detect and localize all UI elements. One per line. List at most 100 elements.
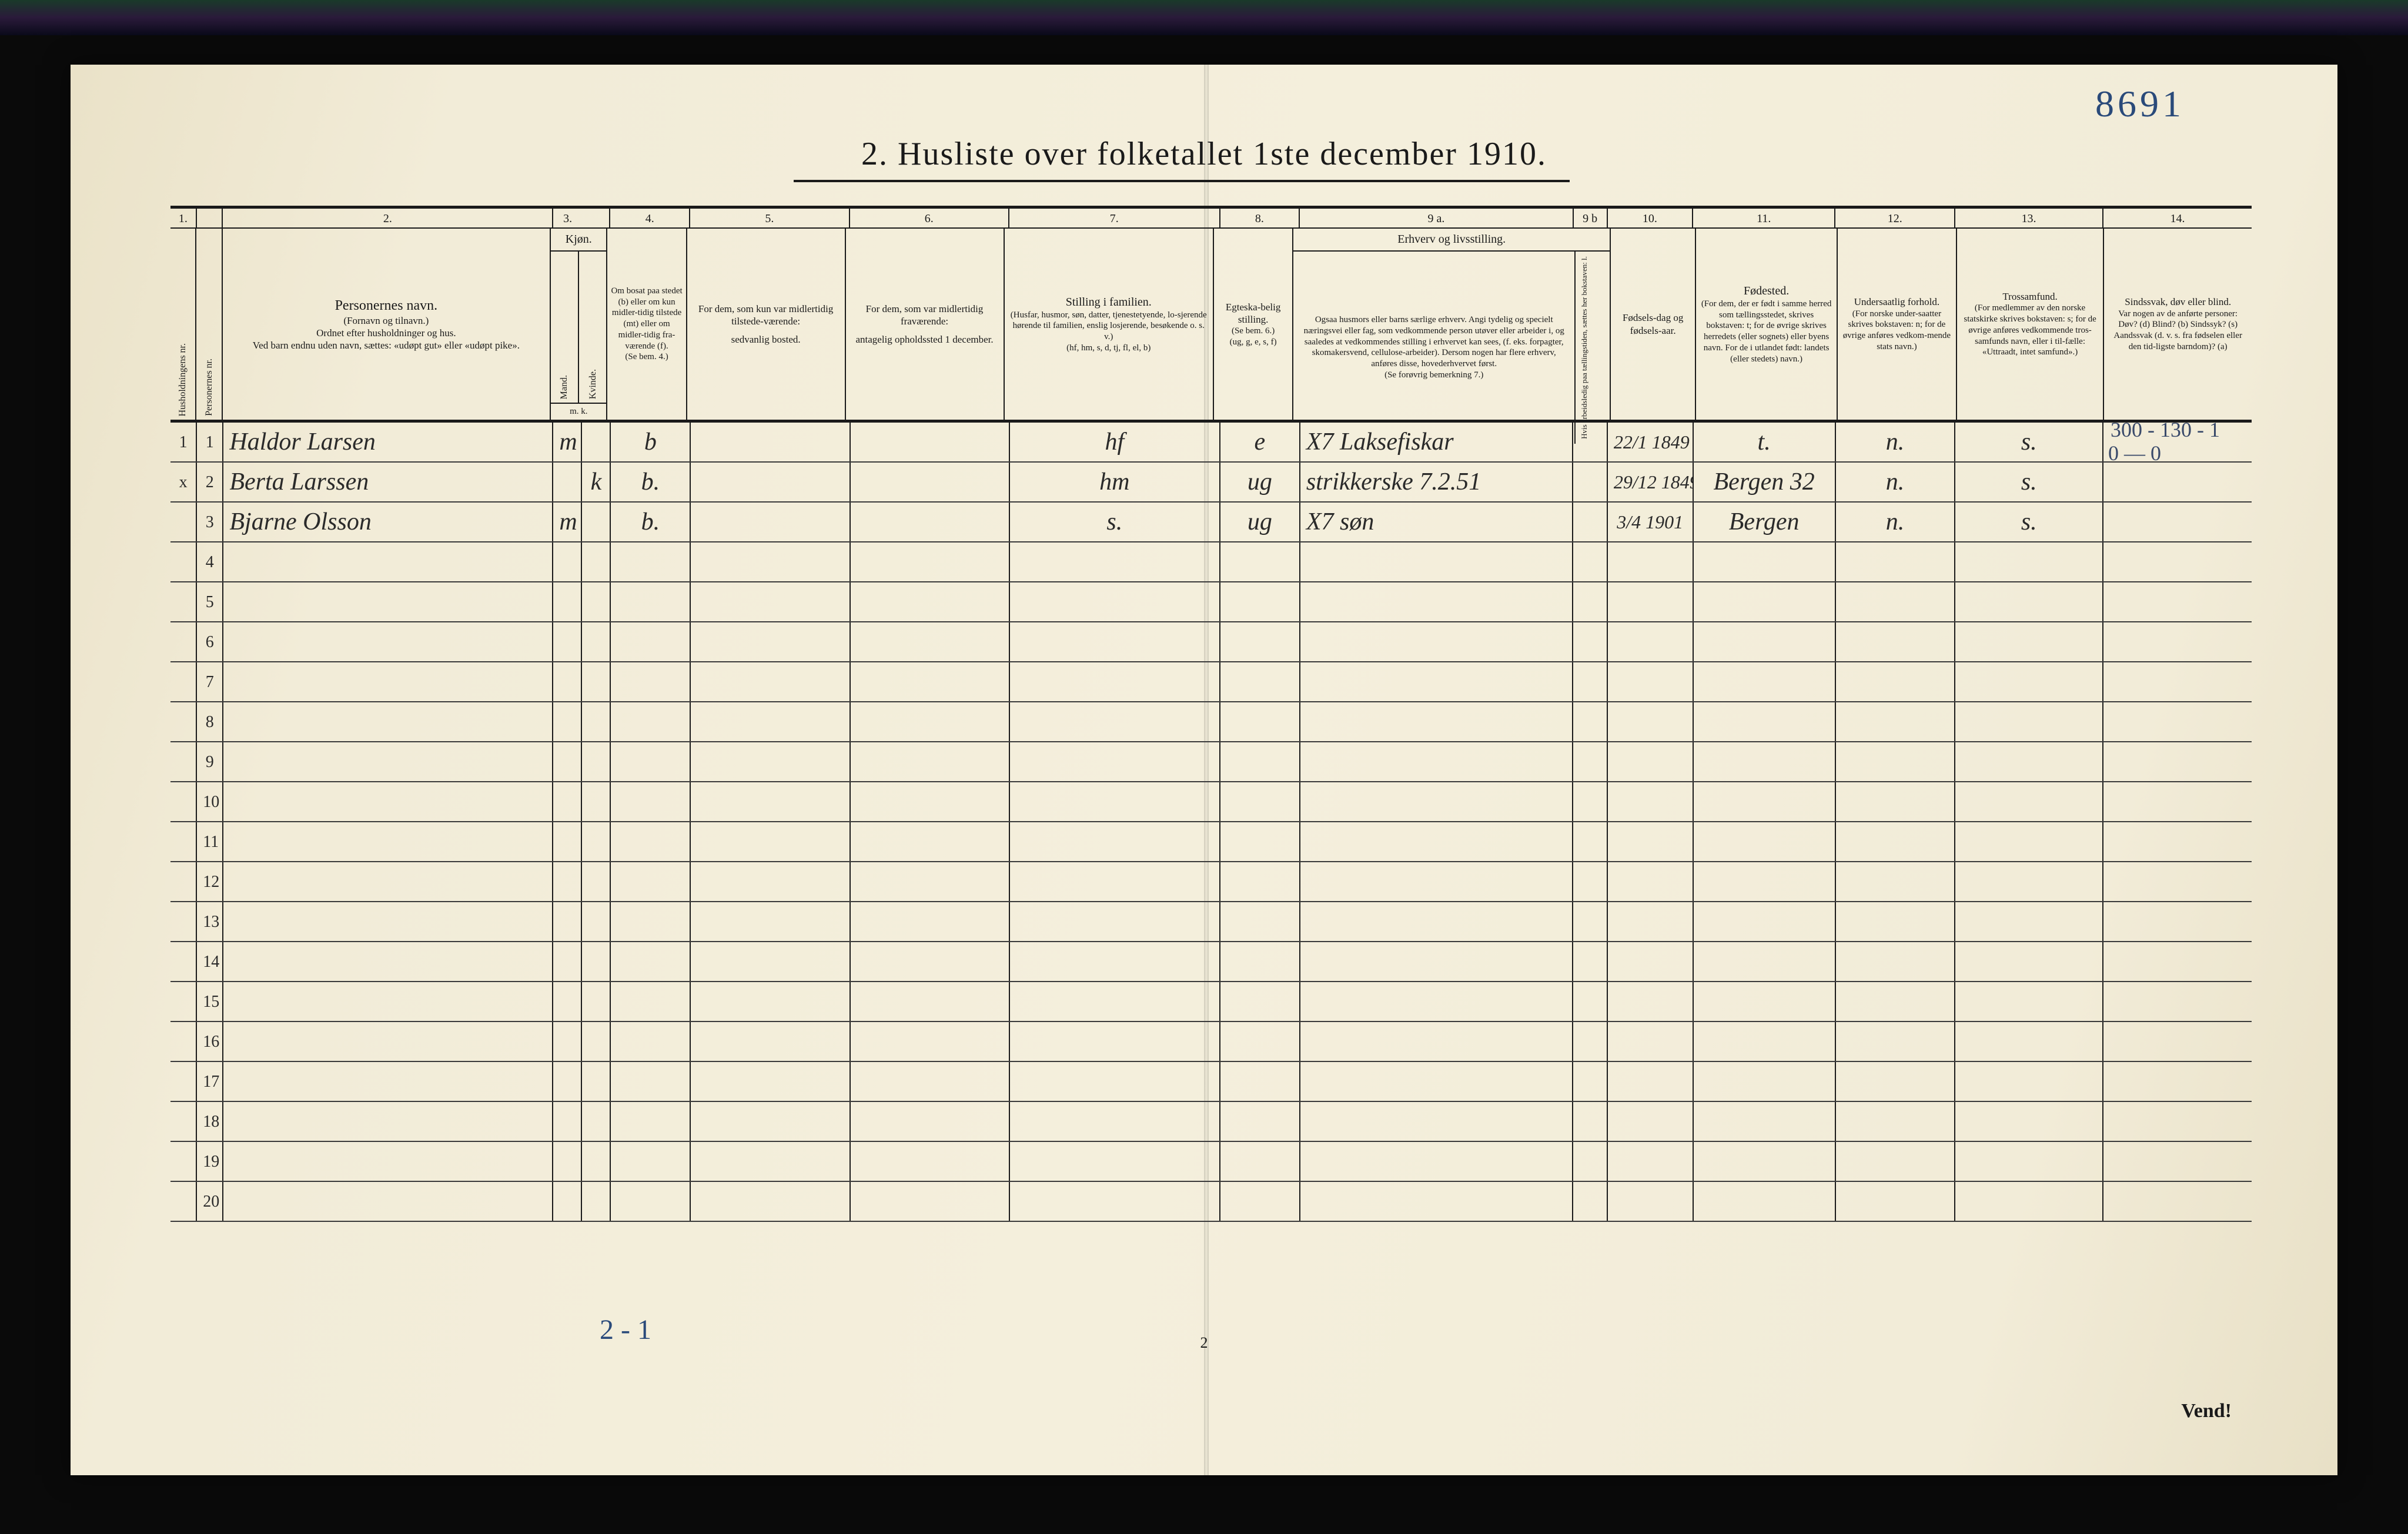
- hdr-religion: Trossamfund.: [1961, 290, 2100, 303]
- cell: [553, 1142, 582, 1181]
- table-row-empty: 7: [170, 662, 2252, 702]
- cell-dob: 29/12 1849: [1608, 463, 1694, 501]
- cell-occupation: X7 Laksefiskar: [1300, 423, 1573, 461]
- cell: [1573, 902, 1608, 941]
- cell: [1836, 1062, 1956, 1101]
- cell: [1220, 702, 1300, 741]
- cell: [611, 1182, 691, 1221]
- cell-temp-present: [691, 423, 850, 461]
- cell: [2103, 982, 2252, 1021]
- cell: [2103, 1022, 2252, 1061]
- cell: [1608, 1182, 1694, 1221]
- header-row: Husholdningens nr. Personernes nr. Perso…: [170, 229, 2252, 423]
- cell: [1010, 742, 1220, 781]
- cell-birthplace: t.: [1694, 423, 1836, 461]
- cell: [851, 982, 1010, 1021]
- cell: [1300, 902, 1573, 941]
- cell: [1220, 542, 1300, 581]
- cell-pn: 20: [197, 1182, 223, 1221]
- cell: [1300, 622, 1573, 661]
- cell-family-pos: hf: [1010, 423, 1220, 461]
- cell: [1573, 822, 1608, 861]
- cell: [582, 942, 611, 981]
- cell: [553, 702, 582, 741]
- cell: [1220, 822, 1300, 861]
- cell: [1010, 1022, 1220, 1061]
- cell: [553, 982, 582, 1021]
- cell: [1220, 902, 1300, 941]
- cell: [1836, 662, 1956, 701]
- cell: [2103, 622, 2252, 661]
- cell: [851, 582, 1010, 621]
- hdr-occupation-foot: (Se forøvrig bemerkning 7.): [1298, 370, 1570, 381]
- margin-note-1: 300 - 130 - 1: [2111, 417, 2220, 442]
- cell: [611, 942, 691, 981]
- cell-religion: s.: [1955, 423, 2103, 461]
- cell: [691, 1102, 850, 1141]
- cell-temp-absent: [851, 423, 1010, 461]
- cell: [1608, 702, 1694, 741]
- cell-pn: 16: [197, 1022, 223, 1061]
- cell-pn: 14: [197, 942, 223, 981]
- cell-pn: 10: [197, 782, 223, 821]
- cell: [1955, 622, 2103, 661]
- cell: [553, 862, 582, 901]
- hdr-person-no: Personernes nr.: [204, 359, 215, 416]
- cell: [582, 702, 611, 741]
- cell-hh: [170, 782, 197, 821]
- table-row-empty: 6: [170, 622, 2252, 662]
- cell-sex-m: [553, 463, 582, 501]
- cell-pn: 1: [197, 423, 223, 461]
- hdr-occupation-title: Erhverv og livsstilling.: [1293, 229, 1610, 252]
- cell: [553, 542, 582, 581]
- table-row-empty: 20: [170, 1182, 2252, 1222]
- cell: [2103, 542, 2252, 581]
- cell: [851, 862, 1010, 901]
- cell: [1694, 1142, 1836, 1181]
- cell: [1694, 1062, 1836, 1101]
- hdr-birthplace-sub: (For dem, der er født i samme herred som…: [1700, 299, 1833, 365]
- cell: [223, 702, 553, 741]
- cell-pn: 9: [197, 742, 223, 781]
- cell: [691, 862, 850, 901]
- table-row: x2Berta Larssenkb.hmugstrikkerske 7.2.51…: [170, 463, 2252, 503]
- cell: [1836, 1022, 1956, 1061]
- cell: [1608, 1062, 1694, 1101]
- cell-hh: [170, 702, 197, 741]
- cell-marital: ug: [1220, 463, 1300, 501]
- cell-dob: 22/1 1849: [1608, 423, 1694, 461]
- cell-pn: 7: [197, 662, 223, 701]
- cell: [1694, 862, 1836, 901]
- cell: [2103, 742, 2252, 781]
- cell: [1300, 862, 1573, 901]
- cell-unemployed: [1573, 463, 1608, 501]
- cell-hh: [170, 503, 197, 541]
- cell: [611, 822, 691, 861]
- hdr-marital: Egteska-belig stilling.: [1218, 301, 1289, 326]
- cell: [1694, 1182, 1836, 1221]
- empty-rows: 4567891011121314151617181920: [170, 542, 2252, 1222]
- cell: [1608, 782, 1694, 821]
- cell: [582, 1102, 611, 1141]
- cell: [1694, 702, 1836, 741]
- cell: [691, 1062, 850, 1101]
- cell: [582, 542, 611, 581]
- cell: [611, 1102, 691, 1141]
- cell: [1300, 702, 1573, 741]
- cell: [2103, 1182, 2252, 1221]
- column-number-row: 1. 2. 3. 4. 5. 6. 7. 8. 9 a. 9 b 10. 11.…: [170, 209, 2252, 229]
- cell: [553, 822, 582, 861]
- cell-hh: [170, 1142, 197, 1181]
- cell: [611, 622, 691, 661]
- cell: [223, 822, 553, 861]
- cell: [1300, 542, 1573, 581]
- cell: [223, 662, 553, 701]
- cell-hh: [170, 582, 197, 621]
- cell: [1220, 942, 1300, 981]
- cell: [851, 942, 1010, 981]
- cell: [691, 582, 850, 621]
- cell: [223, 582, 553, 621]
- table-row: 11Haldor LarsenmbhfeX7 Laksefiskar22/1 1…: [170, 423, 2252, 463]
- cell: [691, 542, 850, 581]
- table-row-empty: 17: [170, 1062, 2252, 1102]
